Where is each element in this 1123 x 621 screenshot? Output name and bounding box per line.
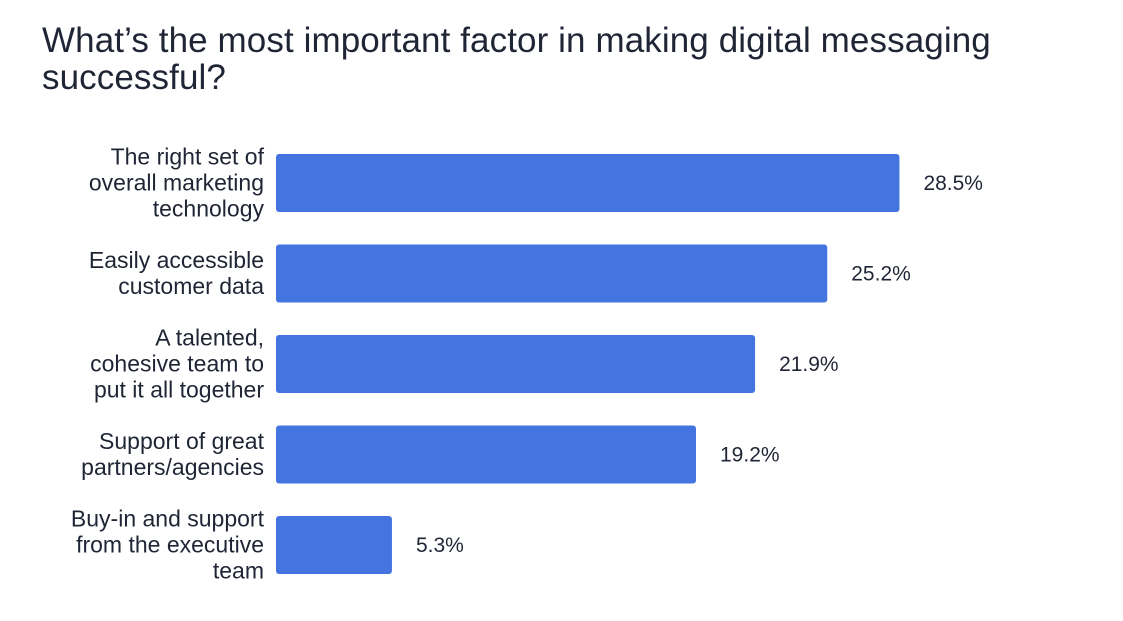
- category-label-5: Buy-in and support from the executive team: [71, 505, 265, 583]
- category-label-line: A talented,: [155, 324, 264, 350]
- category-label-4: Support of great partners/agencies: [81, 428, 264, 480]
- category-labels: The right set of overall marketing technol…: [71, 143, 265, 583]
- category-label-line: Support of great: [99, 428, 265, 454]
- bar-5: [276, 516, 392, 574]
- value-label-4: 19.2%: [720, 444, 780, 467]
- category-label-line: cohesive team to: [90, 350, 264, 376]
- value-label-3: 21.9%: [779, 353, 839, 376]
- category-label-line: customer data: [118, 273, 264, 299]
- category-label-3: A talented, cohesive team to put it all to…: [90, 324, 264, 402]
- category-label-line: from the executive: [76, 531, 264, 557]
- category-label-line: put it all together: [94, 376, 264, 402]
- chart-title: What’s the most important factor in maki…: [42, 21, 991, 97]
- category-label-1: The right set of overall marketing technol…: [89, 143, 265, 221]
- value-label-1: 28.5%: [923, 172, 983, 195]
- category-label-line: partners/agencies: [81, 454, 264, 480]
- bar-3: [276, 335, 756, 393]
- category-label-line: technology: [153, 195, 265, 221]
- bars-group: [276, 154, 900, 574]
- value-label-5: 5.3%: [416, 534, 464, 557]
- category-label-line: team: [213, 557, 264, 583]
- category-label-line: Easily accessible: [89, 247, 264, 273]
- bar-4: [276, 425, 696, 484]
- category-label-line: Buy-in and support: [71, 505, 265, 531]
- bar-1: [276, 154, 900, 212]
- category-label-2: Easily accessible customer data: [89, 247, 264, 299]
- value-label-2: 25.2%: [851, 263, 911, 286]
- bar-2: [276, 244, 828, 303]
- value-labels: 28.5% 25.2% 21.9% 19.2% 5.3%: [416, 172, 983, 557]
- category-label-line: overall marketing: [89, 169, 264, 195]
- category-label-line: The right set of: [111, 143, 265, 169]
